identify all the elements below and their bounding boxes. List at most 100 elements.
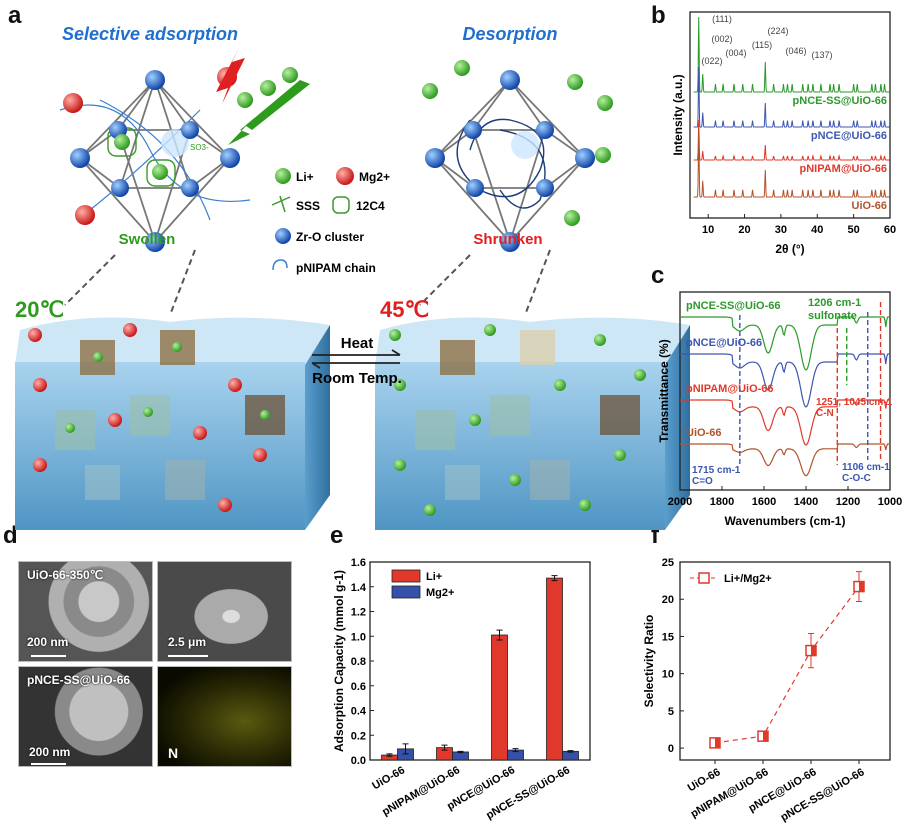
y-tick-label: 10 xyxy=(662,669,674,681)
legend-li: Li+ xyxy=(296,170,314,184)
x-tick-label: 60 xyxy=(884,224,896,236)
data-point-fill xyxy=(715,737,720,748)
annotation-label: 1251, 1045 cm-1 xyxy=(816,397,893,408)
crown-icon xyxy=(332,196,350,214)
x-tick-label: 2000 xyxy=(668,496,692,508)
lithium-ion-icon xyxy=(65,342,270,433)
bar-mg xyxy=(452,751,469,761)
x-tick-label: pNCE-SS@UiO-66 xyxy=(779,766,867,824)
annotation-label: 1206 cm-1 xyxy=(808,297,861,309)
series-label: pNCE@UiO-66 xyxy=(686,337,762,349)
label-heat: Heat xyxy=(341,335,374,352)
panel-label-b: b xyxy=(651,2,666,29)
annotation-sub: C-N xyxy=(816,408,834,419)
y-axis-label: Adsorption Capacity (mmol g-1) xyxy=(332,570,346,752)
lithium-ion-icon xyxy=(422,60,613,226)
error-bar xyxy=(402,743,409,755)
panel-label-c: c xyxy=(651,262,665,289)
x-tick-label: 30 xyxy=(775,224,787,236)
legend-sss: SSS xyxy=(296,199,320,213)
ftir-series-line xyxy=(680,316,890,371)
pore-center xyxy=(161,129,189,157)
adsorption-bar-chart: 0.0 0.2 0.4 0.6 0.8 1.0 1.2 1.4 1.6 Adsorption Ca… xyxy=(332,557,591,822)
chain-icon xyxy=(272,259,288,271)
x-tick-label: 1800 xyxy=(710,496,734,508)
scale-bar xyxy=(168,655,208,657)
legend-label: Mg2+ xyxy=(426,587,454,599)
legend-chain: pNIPAM chain xyxy=(296,261,376,275)
peak-label: (004) xyxy=(725,48,746,58)
lithium-ion-icon xyxy=(389,324,646,516)
peak-label: (224) xyxy=(767,26,788,36)
ftir-chart: 2000 1800 1600 1400 1200 1000 Wavenumbers (cm-… xyxy=(657,291,902,528)
state-shrunken: Shrunken xyxy=(473,231,542,248)
state-swollen: Swollen xyxy=(119,231,176,248)
series-label: UiO-66 xyxy=(852,200,887,212)
y-tick-label: 1.2 xyxy=(351,607,366,619)
y-tick-label: 1.0 xyxy=(351,631,366,643)
peak-label: (046) xyxy=(785,46,806,56)
eds-map-nitrogen: N xyxy=(157,666,292,767)
annotation-label: 1715 cm-1 xyxy=(692,465,741,476)
legend-mg: Mg2+ xyxy=(359,170,390,184)
y-tick-label: 1.6 xyxy=(351,557,366,569)
plot-frame xyxy=(679,291,891,491)
y-tick-label: 0.8 xyxy=(351,656,366,668)
sem-label: pNCE-SS@UiO-66 xyxy=(27,673,131,687)
xrd-chart: 10 20 30 40 50 60 2θ (°) Intensity (a.u.) pNCE-S… xyxy=(671,11,896,256)
peak-label: (115) xyxy=(752,40,772,50)
series-label: pNCE@UiO-66 xyxy=(811,130,887,142)
peak-label: (137) xyxy=(811,50,832,60)
y-tick-label: 0 xyxy=(668,743,674,755)
temperature-20c: 20℃ xyxy=(15,297,64,322)
y-tick-label: 0.0 xyxy=(351,755,366,767)
label-room-temp: Room Temp. xyxy=(312,370,402,387)
x-tick-label: 50 xyxy=(848,224,860,236)
legend-label: Li+/Mg2+ xyxy=(724,573,772,585)
y-tick-label: 15 xyxy=(662,631,674,643)
scale-bar-label: 2.5 μm xyxy=(168,635,207,649)
data-point-fill xyxy=(811,645,816,656)
peak-label: (111) xyxy=(712,14,732,24)
scale-bar-label: 200 nm xyxy=(27,635,69,649)
x-tick-label: UiO-66 xyxy=(686,766,723,794)
sem-label: UiO-66-350℃ xyxy=(27,568,104,582)
error-bar xyxy=(496,629,503,641)
x-tick-label: 10 xyxy=(702,224,714,236)
repel-arrow-icon xyxy=(216,46,245,104)
bar-li xyxy=(546,577,563,761)
data-point-fill xyxy=(859,581,864,592)
equilibrium-arrows xyxy=(311,349,401,369)
error-bar xyxy=(512,748,519,753)
x-tick-label: 1000 xyxy=(878,496,902,508)
y-tick-label: 0.4 xyxy=(351,706,367,718)
sem-image-pnce-ss: pNCE-SS@UiO-66 200 nm xyxy=(18,666,153,767)
peak-label: (002) xyxy=(711,34,732,44)
error-bar xyxy=(567,750,574,753)
hydrogel-block-right xyxy=(375,317,690,530)
y-tick-label: 5 xyxy=(668,706,674,718)
y-tick-label: 0.6 xyxy=(351,681,366,693)
schematic-panel-a: Selective adsorption Desorption SO3- S xyxy=(15,24,690,530)
y-axis-label: Selectivity Ratio xyxy=(642,615,656,708)
error-bar xyxy=(441,744,448,751)
legend-12c4: 12C4 xyxy=(356,199,385,213)
y-tick-label: 20 xyxy=(662,594,674,606)
panel-label-e: e xyxy=(330,522,344,549)
xrd-series-line xyxy=(693,16,890,93)
attract-arrow-icon xyxy=(228,80,310,145)
annotation-sub: C=O xyxy=(692,476,713,487)
legend-swatch xyxy=(391,585,421,599)
hydrogel-block-left xyxy=(15,317,330,530)
panel-label-f: f xyxy=(651,522,659,549)
zr-o-cluster-icon xyxy=(425,70,595,252)
error-bar xyxy=(457,750,464,754)
panel-label-a: a xyxy=(8,2,22,29)
legend-label: Li+ xyxy=(426,571,442,583)
series-line xyxy=(714,586,860,744)
y-tick-label: 25 xyxy=(662,557,674,569)
magnesium-ion-icon xyxy=(63,67,237,225)
zr-o-cluster-icon xyxy=(70,70,240,252)
plot-frame xyxy=(689,11,891,219)
